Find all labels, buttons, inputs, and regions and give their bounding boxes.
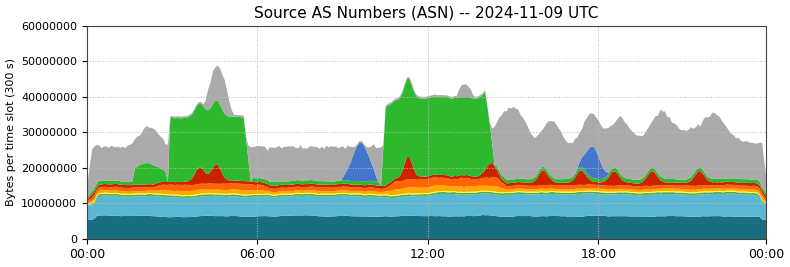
Title: Source AS Numbers (ASN) -- 2024-11-09 UTC: Source AS Numbers (ASN) -- 2024-11-09 UT…	[254, 6, 599, 21]
Y-axis label: Bytes per time slot (300 s): Bytes per time slot (300 s)	[6, 58, 16, 206]
